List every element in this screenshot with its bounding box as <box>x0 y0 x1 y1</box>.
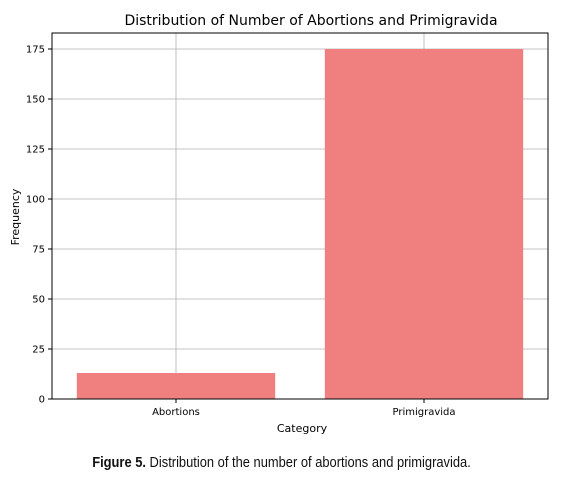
figure-caption: Figure 5. Distribution of the number of … <box>39 454 523 471</box>
y-tick-label: 50 <box>32 295 45 306</box>
y-tick-label: 0 <box>39 395 45 406</box>
y-gridlines <box>52 48 548 400</box>
x-tick-label: Abortions <box>152 407 200 418</box>
x-axis-label: Category <box>277 422 328 435</box>
bars <box>76 49 524 399</box>
caption-label: Figure 5. <box>92 454 146 471</box>
y-tick-label: 25 <box>32 345 45 356</box>
x-tick-label: Primigravida <box>392 407 455 418</box>
x-axis-ticks: Abortions Primigravida <box>152 399 456 418</box>
y-tick-label: 75 <box>32 245 45 256</box>
y-axis-label: Frequency <box>9 188 22 245</box>
plot-area-frame <box>51 32 549 400</box>
y-axis-ticks: 0 25 50 75 100 125 150 175 <box>26 45 52 406</box>
bar-chart: Distribution of Number of Abortions and … <box>9 13 549 435</box>
y-tick-label: 125 <box>26 145 45 156</box>
caption-text: Distribution of the number of abortions … <box>149 454 471 471</box>
y-tick-label: 100 <box>26 195 45 206</box>
y-tick-label: 175 <box>26 45 45 56</box>
y-tick-label: 150 <box>26 95 45 106</box>
chart-title: Distribution of Number of Abortions and … <box>124 13 497 29</box>
bar-abortions <box>76 373 276 399</box>
bar-primigravida <box>324 49 524 399</box>
